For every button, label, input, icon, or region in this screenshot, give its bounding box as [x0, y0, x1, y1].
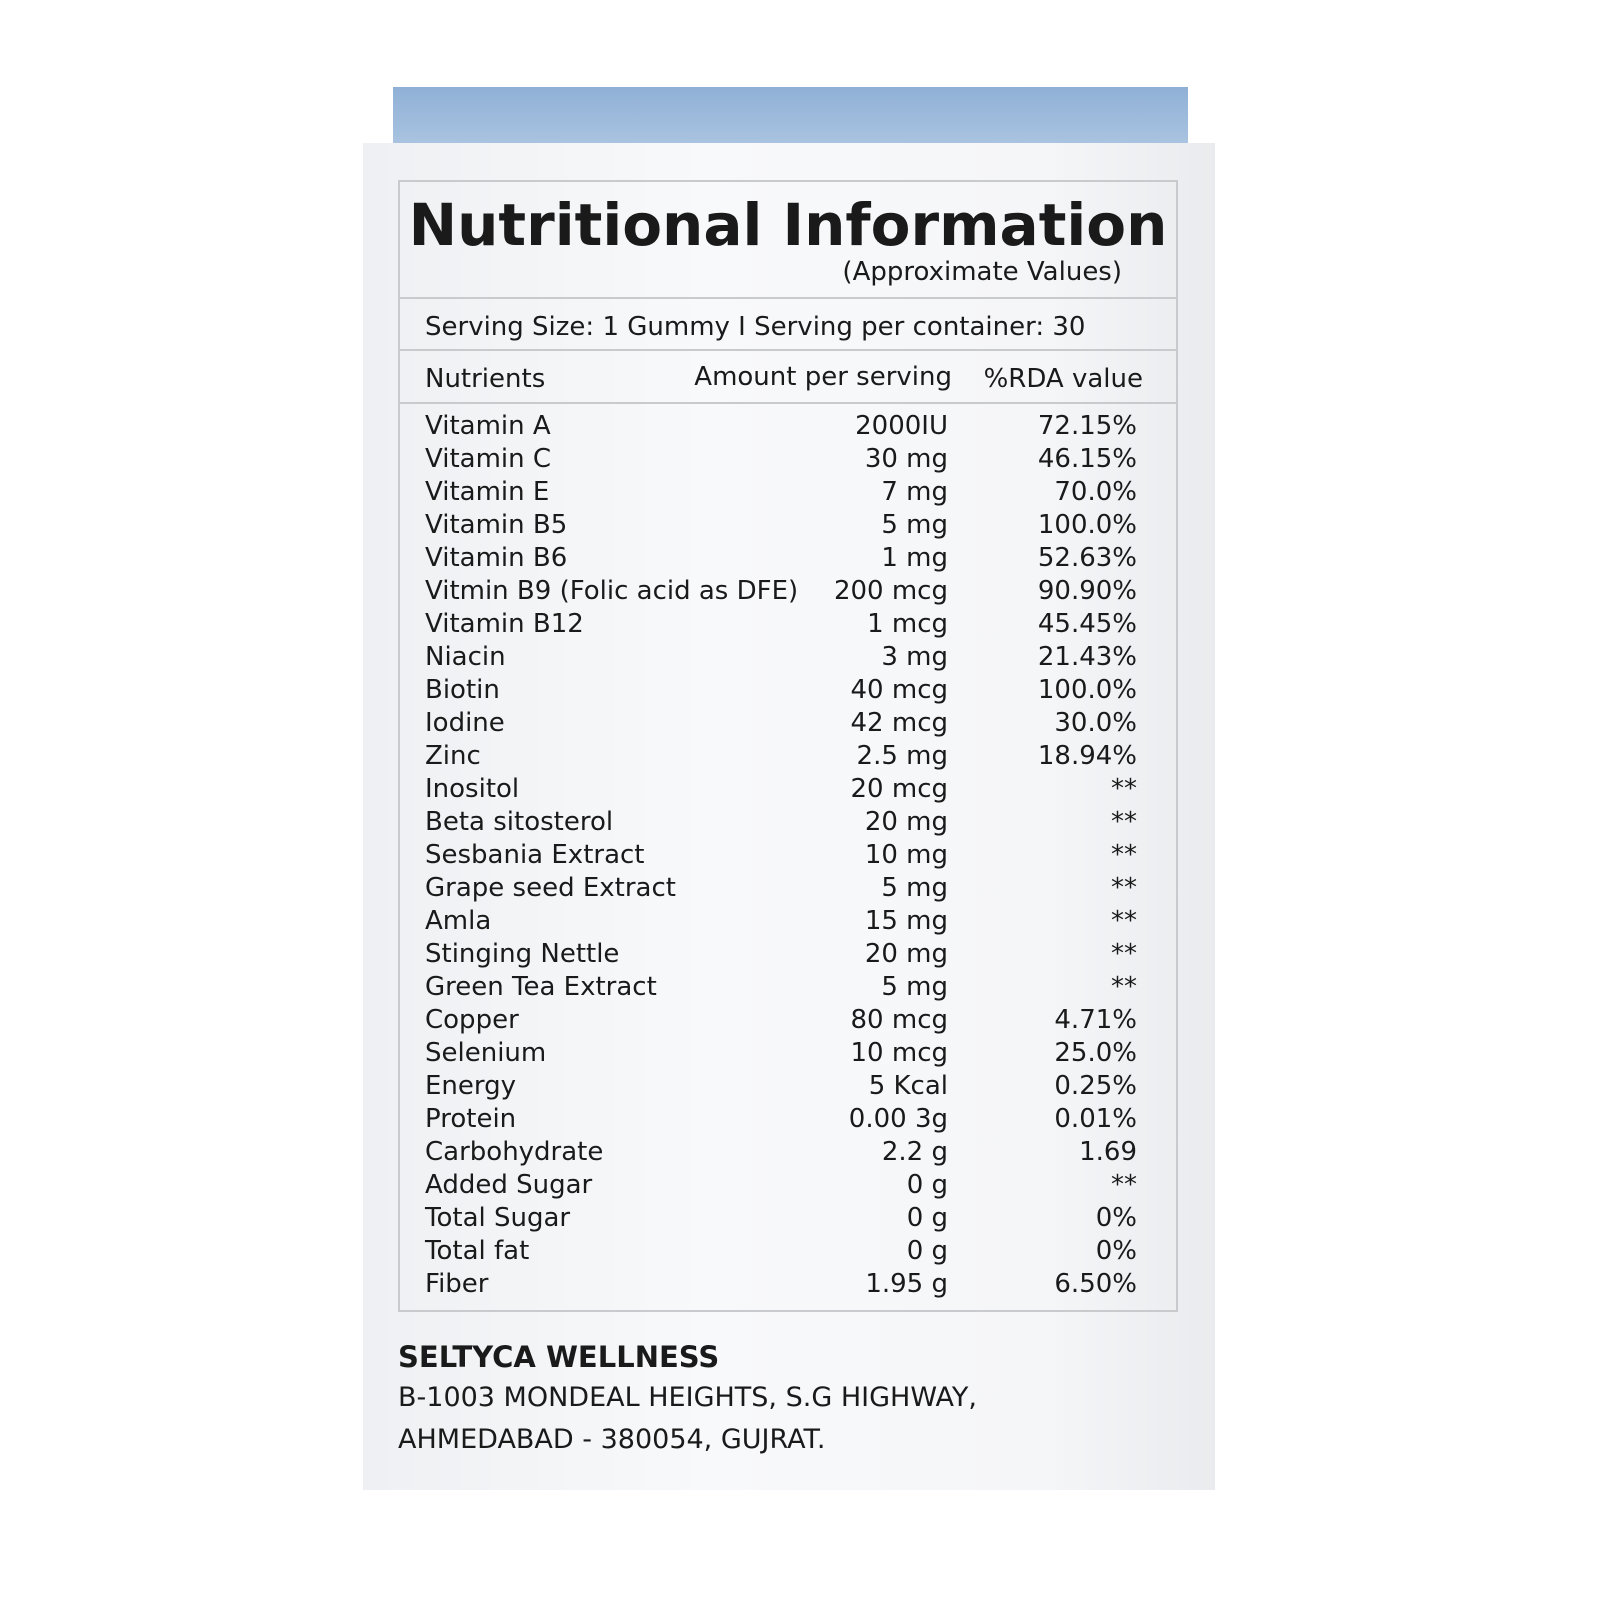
nutrient-rda: 0%: [1095, 1236, 1137, 1266]
nutrient-name: Niacin: [425, 642, 506, 672]
nutrient-name: Green Tea Extract: [425, 972, 657, 1002]
nutrient-name: Vitamin B5: [425, 510, 568, 540]
nutrient-amount: 40 mcg: [850, 675, 948, 705]
nutrient-amount: 7 mg: [881, 477, 948, 507]
top-band: [393, 87, 1188, 143]
nutrient-name: Inositol: [425, 774, 520, 804]
divider: [398, 297, 1178, 299]
nutrient-name: Total Sugar: [425, 1203, 571, 1233]
nutrient-rda: **: [1111, 906, 1137, 936]
nutrient-amount: 0 g: [906, 1203, 948, 1233]
nutrient-amount: 30 mg: [864, 444, 948, 474]
nutrient-rda: **: [1111, 840, 1137, 870]
nutrient-name: Protein: [425, 1104, 517, 1134]
nutrient-rda: 70.0%: [1054, 477, 1137, 507]
nutrient-amount: 5 mg: [881, 873, 948, 903]
nutrient-rda: 1.69: [1079, 1137, 1137, 1167]
nutrient-amount: 1 mg: [881, 543, 948, 573]
nutrient-rda: 0%: [1095, 1203, 1137, 1233]
nutrient-amount: 20 mcg: [850, 774, 948, 804]
nutrient-name: Vitamin B12: [425, 609, 584, 639]
nutrient-rda: 0.25%: [1054, 1071, 1137, 1101]
nutrient-rda: 25.0%: [1054, 1038, 1137, 1068]
nutrient-name: Vitamin B6: [425, 543, 568, 573]
nutrient-rda: **: [1111, 939, 1137, 969]
nutrient-name: Carbohydrate: [425, 1137, 604, 1167]
nutrient-amount: 0 g: [906, 1236, 948, 1266]
nutrient-amount: 200 mcg: [833, 576, 948, 606]
nutrient-amount: 2000IU: [855, 411, 948, 441]
nutrient-rda: **: [1111, 873, 1137, 903]
nutrient-name: Zinc: [425, 741, 481, 771]
nutrient-rda: 6.50%: [1054, 1269, 1137, 1299]
nutrient-name: Sesbania Extract: [425, 840, 645, 870]
subtitle: (Approximate Values): [842, 257, 1122, 287]
nutrient-name: Amla: [425, 906, 492, 936]
nutrient-rda: 45.45%: [1037, 609, 1137, 639]
nutrient-rda: 18.94%: [1037, 741, 1137, 771]
nutrient-name: Beta sitosterol: [425, 807, 614, 837]
nutrient-amount: 20 mg: [864, 807, 948, 837]
nutrient-name: Biotin: [425, 675, 500, 705]
divider: [398, 349, 1178, 351]
nutrient-rda: **: [1111, 807, 1137, 837]
nutrient-name: Copper: [425, 1005, 519, 1035]
nutrient-amount: 0.00 3g: [848, 1104, 948, 1134]
nutrient-amount: 0 g: [906, 1170, 948, 1200]
nutrient-rda: 52.63%: [1037, 543, 1137, 573]
nutrient-amount: 15 mg: [864, 906, 948, 936]
address-line: B-1003 MONDEAL HEIGHTS, S.G HIGHWAY,: [398, 1382, 977, 1413]
nutrient-rda: 21.43%: [1037, 642, 1137, 672]
nutrient-name: Grape seed Extract: [425, 873, 676, 903]
nutrient-amount: 5 mg: [881, 510, 948, 540]
nutrient-name: Iodine: [425, 708, 505, 738]
nutrient-amount: 3 mg: [881, 642, 948, 672]
nutrient-name: Vitamin C: [425, 444, 552, 474]
company: SELTYCA WELLNESS: [398, 1340, 720, 1374]
nutrient-rda: 72.15%: [1037, 411, 1137, 441]
nutrient-amount: 10 mcg: [850, 1038, 948, 1068]
nutrient-name: Vitamin E: [425, 477, 550, 507]
nutrient-amount: 5 Kcal: [868, 1071, 948, 1101]
nutrient-amount: 1.95 g: [865, 1269, 948, 1299]
nutrient-name: Stinging Nettle: [425, 939, 620, 969]
column-header: Amount per serving: [694, 362, 952, 392]
nutrient-name: Vitamin A: [425, 411, 551, 441]
column-header: Nutrients: [425, 364, 546, 394]
nutrient-rda: 30.0%: [1054, 708, 1137, 738]
nutrient-amount: 20 mg: [864, 939, 948, 969]
nutrient-rda: 90.90%: [1037, 576, 1137, 606]
nutrient-name: Vitmin B9 (Folic acid as DFE): [425, 576, 799, 606]
nutrient-amount: 80 mcg: [850, 1005, 948, 1035]
nutrient-rda: 46.15%: [1037, 444, 1137, 474]
nutrient-rda: 100.0%: [1037, 510, 1137, 540]
title: Nutritional Information: [408, 191, 1168, 259]
label-box: [398, 180, 1178, 1312]
nutrient-amount: 10 mg: [864, 840, 948, 870]
nutrient-name: Fiber: [425, 1269, 489, 1299]
serving-info: Serving Size: 1 Gummy I Serving per cont…: [425, 312, 1086, 342]
address-line: AHMEDABAD - 380054, GUJRAT.: [398, 1424, 826, 1455]
nutrient-name: Energy: [425, 1071, 517, 1101]
nutrient-rda: 0.01%: [1054, 1104, 1137, 1134]
nutrient-rda: **: [1111, 972, 1137, 1002]
nutrient-amount: 2.5 mg: [856, 741, 948, 771]
nutrient-name: Selenium: [425, 1038, 547, 1068]
nutrient-rda: 100.0%: [1037, 675, 1137, 705]
divider: [398, 402, 1178, 404]
nutrient-name: Added Sugar: [425, 1170, 593, 1200]
nutrient-rda: **: [1111, 774, 1137, 804]
nutrient-name: Total fat: [425, 1236, 530, 1266]
package-background: [363, 143, 1215, 1490]
nutrient-amount: 5 mg: [881, 972, 948, 1002]
nutrient-amount: 42 mcg: [850, 708, 948, 738]
column-header: %RDA value: [983, 364, 1143, 394]
nutrient-amount: 2.2 g: [881, 1137, 948, 1167]
nutrient-rda: **: [1111, 1170, 1137, 1200]
nutrient-amount: 1 mcg: [867, 609, 948, 639]
nutrient-rda: 4.71%: [1054, 1005, 1137, 1035]
